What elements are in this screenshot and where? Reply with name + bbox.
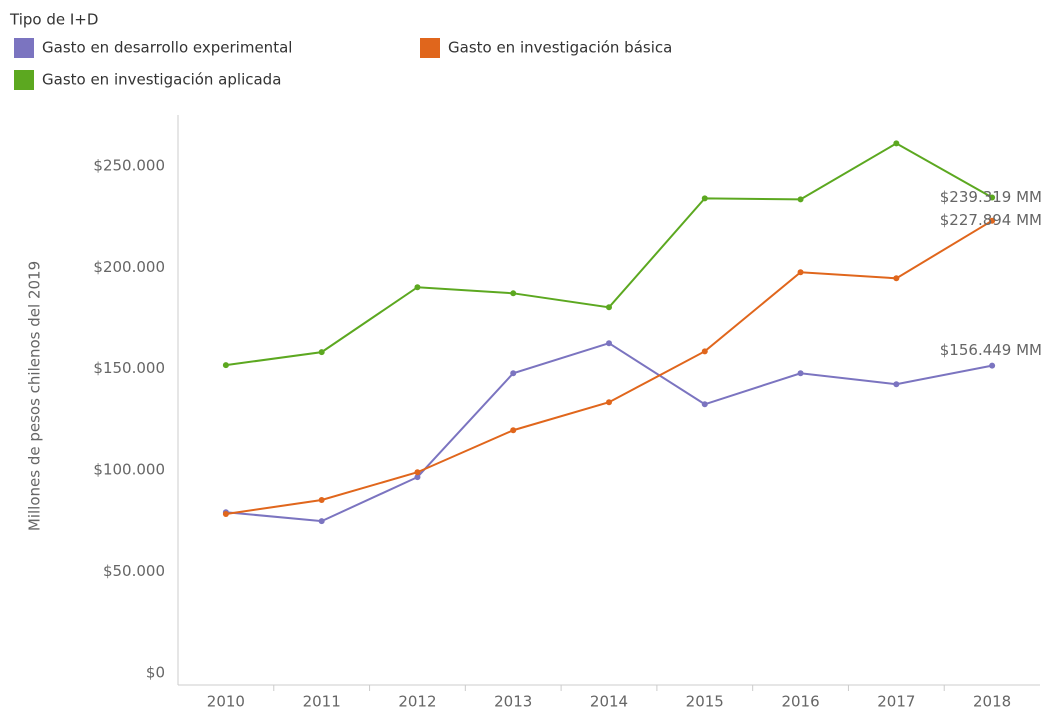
series-line bbox=[225, 219, 993, 516]
data-point bbox=[989, 194, 996, 201]
x-tick-label: 2015 bbox=[686, 693, 724, 711]
data-point bbox=[797, 269, 804, 276]
legend-swatch bbox=[14, 38, 34, 58]
legend-label: Gasto en investigación básica bbox=[448, 39, 672, 57]
x-tick-label: 2011 bbox=[303, 693, 341, 711]
data-point bbox=[797, 196, 804, 203]
data-point bbox=[510, 290, 517, 297]
data-point bbox=[606, 340, 612, 347]
data-point bbox=[606, 399, 612, 406]
data-point bbox=[414, 474, 421, 481]
data-point bbox=[893, 140, 900, 147]
legend-title: Tipo de I+D bbox=[9, 11, 98, 29]
x-tick-label: 2018 bbox=[973, 693, 1011, 711]
y-tick-label: $0 bbox=[146, 664, 165, 682]
data-point bbox=[797, 370, 804, 377]
x-tick-label: 2017 bbox=[877, 693, 915, 711]
data-point bbox=[222, 362, 229, 369]
data-point bbox=[701, 195, 708, 202]
x-tick-label: 2013 bbox=[494, 693, 532, 711]
data-point bbox=[414, 284, 421, 291]
legend-swatch bbox=[14, 70, 34, 90]
data-point bbox=[701, 401, 708, 408]
data-point bbox=[318, 497, 325, 504]
legend-label: Gasto en investigación aplicada bbox=[42, 71, 281, 89]
data-label: $227.894 MM bbox=[940, 211, 1042, 229]
x-tick-label: 2010 bbox=[207, 693, 245, 711]
x-tick-label: 2014 bbox=[590, 693, 628, 711]
y-axis-label: Millones de pesos chilenos del 2019 bbox=[26, 261, 44, 531]
data-point bbox=[510, 427, 517, 434]
data-point bbox=[893, 381, 900, 388]
data-point bbox=[318, 349, 325, 356]
y-tick-label: $100.000 bbox=[93, 461, 165, 479]
legend-label: Gasto en desarrollo experimental bbox=[42, 39, 292, 57]
data-point bbox=[222, 511, 229, 518]
y-tick-label: $250.000 bbox=[93, 156, 165, 174]
data-point bbox=[989, 362, 996, 369]
data-point bbox=[893, 275, 900, 282]
data-point bbox=[318, 518, 325, 525]
y-tick-label: $150.000 bbox=[93, 359, 165, 377]
x-tick-label: 2012 bbox=[398, 693, 436, 711]
y-tick-label: $50.000 bbox=[103, 562, 165, 580]
data-point bbox=[510, 370, 517, 377]
legend-swatch bbox=[420, 38, 440, 58]
y-tick-label: $200.000 bbox=[93, 258, 165, 276]
data-label: $239.319 MM bbox=[940, 188, 1042, 206]
data-point bbox=[989, 217, 996, 224]
data-point bbox=[414, 469, 421, 476]
data-label: $156.449 MM bbox=[940, 341, 1042, 359]
x-tick-label: 2016 bbox=[781, 693, 819, 711]
data-point bbox=[606, 304, 612, 311]
data-point bbox=[701, 348, 708, 355]
series-line bbox=[225, 142, 993, 367]
